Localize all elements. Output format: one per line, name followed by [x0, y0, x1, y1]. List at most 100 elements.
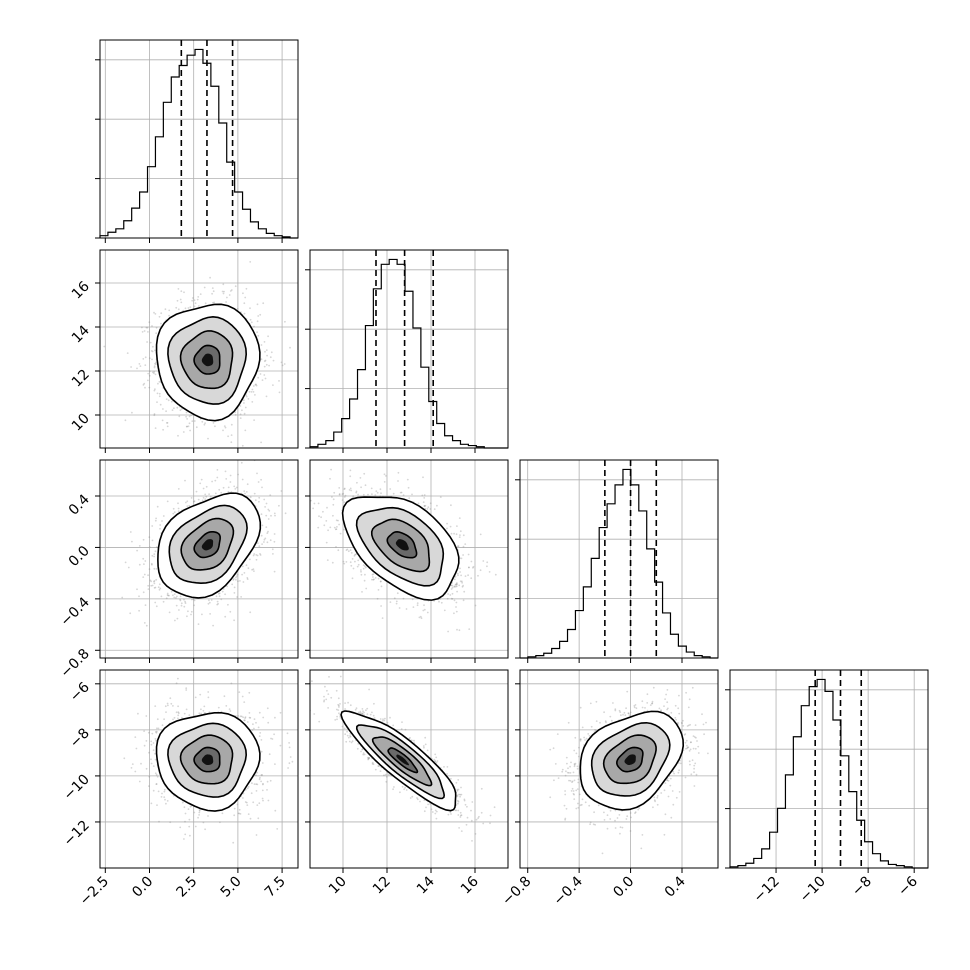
contour-line: [179, 330, 234, 390]
scatter-point: [256, 554, 259, 557]
scatter-point: [151, 525, 154, 527]
scatter-point: [256, 331, 258, 334]
scatter-point: [264, 359, 267, 362]
scatter-point: [269, 356, 272, 359]
scatter-point: [218, 592, 221, 595]
scatter-point: [421, 494, 424, 497]
scatter-point: [148, 568, 151, 570]
scatter-point: [462, 554, 464, 556]
scatter-point: [240, 461, 243, 464]
scatter-point: [253, 492, 256, 495]
scatter-point: [245, 564, 248, 567]
scatter-point: [350, 489, 353, 492]
scatter-point: [459, 534, 461, 536]
scatter-point: [143, 573, 146, 576]
scatter-point: [266, 532, 269, 534]
scatter-point: [467, 574, 469, 577]
scatter-point: [179, 599, 182, 602]
scatter-point: [153, 370, 156, 373]
scatter-point: [239, 580, 241, 582]
scatter-point: [184, 307, 187, 310]
scatter-panel-1-2: [305, 459, 509, 663]
scatter-point: [246, 577, 249, 579]
scatter-point: [253, 419, 256, 421]
scatter-point: [266, 541, 269, 544]
scatter-point: [239, 417, 242, 419]
scatter-point: [194, 302, 197, 305]
scatter-point: [458, 536, 461, 538]
scatter-point: [183, 291, 185, 294]
scatter-point: [243, 402, 245, 404]
scatter-point: [267, 530, 269, 533]
scatter-point: [204, 422, 207, 424]
scatter-point: [153, 372, 155, 375]
scatter-point: [152, 345, 154, 348]
scatter-point: [124, 419, 127, 422]
scatter-point: [284, 512, 287, 515]
scatter-point: [255, 384, 258, 387]
scatter-point: [265, 514, 268, 517]
scatter-point: [216, 603, 219, 606]
x-tick-label: −12: [751, 874, 783, 906]
density-core: [201, 539, 214, 551]
scatter-point: [158, 380, 161, 383]
scatter-point: [192, 500, 195, 503]
scatter-point: [212, 290, 215, 293]
scatter-point: [249, 611, 252, 614]
scatter-point: [251, 388, 254, 391]
scatter-point: [144, 356, 147, 359]
scatter-point: [151, 358, 153, 361]
scatter-point: [364, 565, 366, 568]
scatter-point: [239, 413, 242, 416]
scatter-point: [188, 422, 191, 425]
scatter-point: [233, 619, 236, 622]
scatter-point: [411, 493, 413, 496]
scatter-point: [221, 290, 224, 293]
scatter-point: [416, 602, 419, 604]
scatter-point: [407, 486, 410, 489]
scatter-point: [162, 600, 165, 603]
scatter-point: [151, 554, 154, 557]
scatter-point: [180, 408, 183, 410]
scatter-point: [216, 469, 219, 471]
scatter-point: [167, 479, 169, 481]
scatter-point: [389, 488, 392, 490]
scatter-point: [356, 565, 359, 568]
scatter-point: [138, 609, 141, 612]
scatter-point: [146, 341, 149, 343]
scatter-point: [271, 548, 274, 551]
scatter-point: [178, 609, 180, 611]
scatter-point: [138, 363, 141, 365]
scatter-point: [423, 494, 426, 496]
scatter-point: [254, 499, 257, 502]
scatter-point: [459, 571, 461, 573]
scatter-point: [229, 290, 232, 292]
scatter-point: [153, 553, 156, 555]
scatter-point: [438, 600, 440, 603]
scatter-point: [254, 383, 257, 386]
scatter-point: [243, 490, 246, 492]
scatter-point: [197, 498, 200, 501]
scatter-point: [352, 567, 355, 570]
y-tick-label: 16: [69, 278, 93, 302]
scatter-point: [362, 567, 365, 570]
scatter-point: [257, 481, 260, 483]
scatter-point: [151, 539, 154, 542]
scatter-point: [494, 573, 497, 576]
scatter-point: [454, 585, 457, 588]
scatter-point: [357, 493, 359, 496]
scatter-point: [359, 477, 362, 479]
scatter-point: [203, 423, 206, 426]
scatter-point: [461, 580, 463, 583]
scatter-point: [154, 427, 157, 429]
scatter-point: [212, 422, 215, 424]
scatter-point: [222, 429, 224, 432]
scatter-point: [256, 472, 258, 475]
scatter-point: [224, 426, 227, 429]
scatter-point: [141, 326, 143, 329]
scatter-point: [201, 420, 204, 423]
scatter-point: [207, 437, 209, 440]
scatter-point: [226, 585, 229, 588]
scatter-point: [165, 597, 168, 600]
